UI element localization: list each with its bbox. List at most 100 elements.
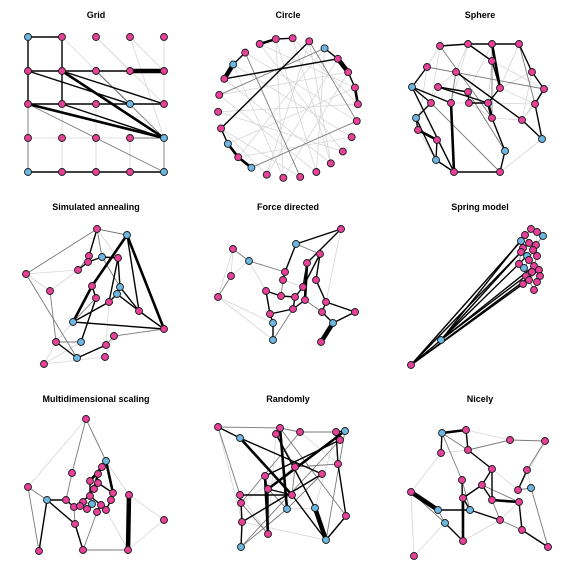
- graph-edge: [104, 459, 115, 495]
- graph-node-pink: [488, 40, 496, 48]
- graph-edge: [119, 286, 140, 312]
- graph-node-pink: [24, 134, 32, 142]
- graph-node-pink: [351, 308, 359, 316]
- graph-edge: [232, 64, 353, 138]
- graph-edge: [223, 78, 332, 164]
- graph-edge: [499, 138, 543, 173]
- graph-node-pink: [496, 84, 504, 92]
- graph-edge: [264, 439, 341, 477]
- graph-edge: [71, 284, 94, 324]
- graph-edge: [267, 488, 288, 510]
- graph-node-pink: [90, 485, 98, 493]
- graph-edge: [411, 86, 452, 104]
- graph-edge: [240, 508, 288, 548]
- panel-title-multidimensional-scaling: Multidimensional scaling: [42, 394, 149, 404]
- network-graph-spring-model: [407, 225, 547, 369]
- graph-node-pink: [261, 472, 269, 480]
- graph-node-blue: [408, 83, 416, 91]
- graph-edge: [238, 436, 294, 497]
- graph-node-pink: [496, 516, 504, 524]
- graph-edge: [61, 103, 165, 139]
- graph-edge: [499, 43, 520, 89]
- graph-node-pink: [135, 307, 143, 315]
- graph-node-blue: [438, 429, 446, 437]
- graph-node-blue: [236, 434, 244, 442]
- graph-node-pink: [296, 172, 305, 181]
- panel-multidimensional-scaling: Multidimensional scaling: [24, 394, 168, 555]
- graph-node-pink: [264, 530, 272, 538]
- graph-edge: [80, 297, 97, 343]
- graph-node-pink: [276, 424, 284, 432]
- graph-node-blue: [520, 264, 528, 272]
- panel-simulated-annealing: Simulated annealing: [22, 202, 168, 368]
- graph-node-pink: [342, 512, 350, 520]
- graph-node-pink: [94, 470, 102, 478]
- graph-node-blue: [501, 147, 509, 155]
- graph-edge: [217, 296, 274, 324]
- graph-node-pink: [35, 547, 43, 555]
- graph-edge: [263, 474, 270, 536]
- graph-node-pink: [291, 293, 299, 301]
- graph-edge: [217, 426, 281, 429]
- panel-title-simulated-annealing: Simulated annealing: [52, 202, 140, 212]
- graph-node-blue: [24, 33, 32, 41]
- graph-node-pink: [540, 85, 548, 93]
- graph-edge: [27, 486, 40, 552]
- graph-node-pink: [478, 481, 486, 489]
- graph-node-pink: [93, 508, 101, 516]
- graph-node-pink: [506, 436, 514, 444]
- graph-edge: [248, 260, 267, 292]
- graph-edge: [408, 489, 441, 513]
- graph-edge: [239, 437, 323, 475]
- graph-node-blue: [123, 231, 131, 239]
- graph-node-pink: [214, 107, 223, 116]
- graph-node-pink: [410, 552, 418, 560]
- graph-node-pink: [528, 68, 536, 76]
- graph-edge: [314, 431, 337, 509]
- graph-edge: [410, 283, 524, 366]
- graph-node-pink: [92, 134, 100, 142]
- graph-edge: [291, 466, 296, 496]
- graph-node-pink: [94, 479, 102, 487]
- graph-edge: [259, 43, 356, 88]
- graph-edge: [467, 439, 511, 451]
- graph-node-pink: [316, 250, 324, 258]
- network-graph-simulated-annealing: [22, 225, 168, 368]
- graph-node-blue: [69, 318, 77, 326]
- graph-edge: [60, 69, 166, 140]
- graph-node-pink: [288, 34, 297, 43]
- graph-node-pink: [58, 134, 66, 142]
- graph-edge: [411, 86, 432, 104]
- graph-node-pink: [464, 88, 472, 96]
- graph-edge: [25, 273, 78, 359]
- graph-node-pink: [521, 231, 529, 239]
- graph-node-pink: [347, 133, 356, 142]
- graph-node-pink: [447, 99, 455, 107]
- graph-node-blue: [538, 135, 546, 143]
- graph-node-pink: [214, 423, 222, 431]
- graph-edge: [499, 501, 520, 521]
- graph-node-pink: [264, 485, 272, 493]
- graph-edge: [467, 91, 506, 152]
- graph-edge: [426, 45, 441, 68]
- graph-node-blue: [269, 336, 277, 344]
- graph-node-blue: [329, 319, 337, 327]
- graph-node-pink: [525, 276, 533, 284]
- graph-node-pink: [217, 124, 225, 133]
- graph-node-pink: [214, 293, 222, 301]
- graph-node-pink: [160, 325, 168, 333]
- graph-edge: [440, 449, 469, 454]
- graph-edge: [332, 311, 356, 324]
- graph-edge: [49, 269, 79, 292]
- graph-node-pink: [40, 360, 48, 368]
- graph-edge: [295, 228, 342, 245]
- graph-node-pink: [58, 33, 66, 41]
- graph-edge: [275, 38, 317, 173]
- graph-edge: [325, 430, 346, 541]
- graph-edge: [101, 256, 121, 288]
- graph-node-pink: [237, 499, 245, 507]
- graph-edge: [306, 228, 342, 264]
- graph-node-pink: [62, 496, 70, 504]
- graph-edge: [292, 37, 359, 105]
- graph-edge: [241, 473, 323, 523]
